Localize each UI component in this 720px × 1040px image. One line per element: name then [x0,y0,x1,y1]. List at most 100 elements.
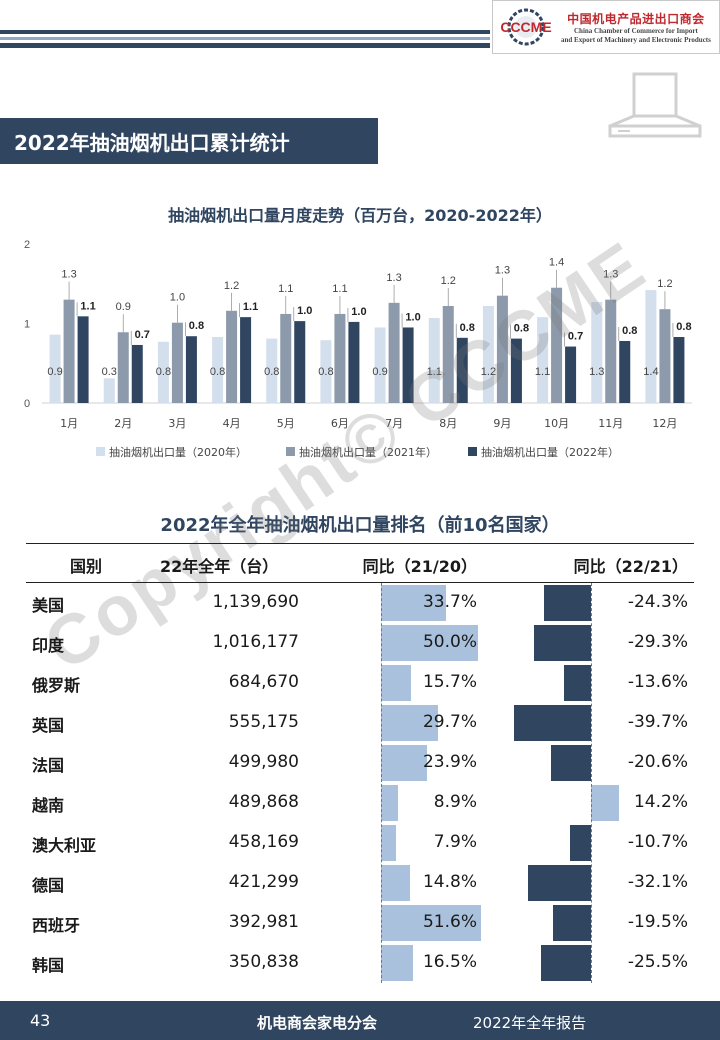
header-country: 国别 [70,557,103,576]
chart-bar [388,302,400,403]
legend-label: 抽油烟机出口量（2021年） [299,445,437,459]
data-label: 0.8 [210,366,225,378]
country-name: 德国 [32,876,65,895]
chart-bar [280,313,292,403]
yoy2-axis-line [591,583,592,983]
chart-bar [442,306,454,403]
logo-chinese-name: 中国机电产品进出口商会 [567,11,705,26]
country-name: 西班牙 [32,916,81,935]
yoy-21-20-bar [381,825,397,861]
table-header: 国别 22年全年（台） 同比（21/20） 同比（22/21） [26,543,694,583]
yoy-22-21-bar [564,665,591,701]
chart-bar [117,332,129,403]
chart-bar [49,334,61,403]
header-value: 22年全年（台） [160,557,279,576]
table-row: 俄罗斯 684,670 15.7% -13.6% [26,663,694,703]
chart-bar [605,299,617,403]
x-tick-label: 6月 [331,417,349,430]
chart-bar [496,295,508,403]
country-name: 越南 [32,796,65,815]
chart-bar [334,313,346,403]
export-value: 489,868 [228,792,299,812]
data-label: 1.0 [405,311,420,323]
yoy-22-21-value: -25.5% [627,952,688,972]
data-label: 1.2 [441,275,456,287]
export-value: 350,838 [228,952,299,972]
x-tick-label: 8月 [439,417,457,430]
chart-bar [157,341,169,403]
yoy-22-21-value: -29.3% [627,632,688,652]
x-tick-label: 3月 [168,417,186,430]
data-label: 1.1 [332,283,347,295]
country-name: 印度 [32,636,65,655]
footer-report: 2022年全年报告 [473,1014,587,1032]
data-label: 1.2 [481,366,496,378]
yoy-22-21-value: -32.1% [627,872,688,892]
chart-svg: 0 1 2 0.9 1.3 1.1 1月 0.3 0.9 0.7 2月 0.8 1.0 0.8 3月 0.8 1… [24,239,692,459]
data-label: 0.8 [264,366,279,378]
y-tick-label: 2 [24,239,30,251]
x-tick-label: 12月 [652,417,677,430]
chart-bar [456,337,468,403]
table-title: 2022年全年抽油烟机出口量排名（前10名国家） [160,515,560,536]
legend-swatch [468,447,477,456]
table-row: 德国 421,299 14.8% -32.1% [26,863,694,903]
yoy-22-21-bar [513,705,591,741]
chart-bar [294,321,306,403]
chart-bar [565,346,577,403]
x-tick-label: 10月 [544,417,569,430]
data-label: 0.7 [135,329,150,341]
footer-bar: 43 机电商会家电分会 2022年全年报告 [0,1001,720,1040]
chart-bar [374,327,386,403]
yoy-22-21-bar [570,825,591,861]
yoy-22-21-value: -10.7% [627,832,688,852]
yoy-21-20-value: 14.8% [422,872,477,892]
section-title-bar: 2022年抽油烟机出口累计统计 [0,118,378,164]
chart-title: 抽油烟机出口量月度走势（百万台，2020-2022年） [168,206,552,225]
export-value: 499,980 [228,752,299,772]
data-label: 1.1 [278,283,293,295]
yoy-21-20-bar [381,785,399,821]
chart-bar [226,310,238,403]
table-row: 法国 499,980 23.9% -20.6% [26,743,694,783]
data-label: 1.1 [535,366,550,378]
x-tick-label: 4月 [223,417,241,430]
y-tick-label: 1 [24,319,30,331]
data-label: 1.3 [495,265,510,277]
data-label: 1.1 [243,301,258,313]
data-label: 0.8 [189,320,204,332]
export-value: 555,175 [228,712,299,732]
data-label: 0.9 [116,301,131,313]
legend-label: 抽油烟机出口量（2022年） [481,445,619,459]
legend-label: 抽油烟机出口量（2020年） [109,445,247,459]
data-label: 0.9 [372,366,387,378]
export-value: 458,169 [228,832,299,852]
logo-mark-text: CCCME [500,19,551,35]
logo-english-line2: and Export of Machinery and Electronic P… [561,35,711,44]
yoy-21-20-bar [381,665,412,701]
x-tick-label: 1月 [60,417,78,430]
yoy-21-20-bar [381,705,439,741]
table-body: 美国 1,139,690 33.7% -24.3% 印度 1,016,177 50.0% -2… [26,583,694,983]
yoy-21-20-bar [381,865,410,901]
yoy-22-21-bar [541,945,591,981]
table-row: 印度 1,016,177 50.0% -29.3% [26,623,694,663]
data-label: 1.2 [224,280,239,292]
header-yoy-21-20: 同比（21/20） [362,557,477,576]
stripe-dark-1 [0,30,490,34]
chart-bar [537,317,549,403]
legend-swatch [286,447,295,456]
yoy-21-20-value: 15.7% [422,672,477,692]
export-value: 421,299 [228,872,299,892]
yoy-22-21-value: -19.5% [627,912,688,932]
data-label: 0.8 [514,323,529,335]
range-hood-icon [604,70,704,140]
data-label: 0.8 [318,366,333,378]
yoy-22-21-value: -24.3% [627,592,688,612]
chart-bar [212,337,224,403]
table-row: 越南 489,868 8.9% 14.2% [26,783,694,823]
yoy-21-20-bar [381,905,481,941]
chart-bar [63,299,75,403]
x-tick-label: 2月 [114,417,132,430]
chart-bar [131,344,143,403]
